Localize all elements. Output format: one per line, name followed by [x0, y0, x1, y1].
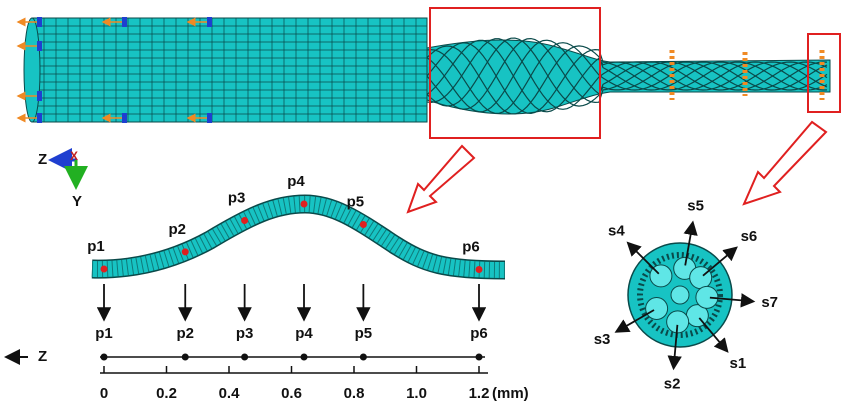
tick-label: 1.0	[406, 385, 427, 402]
section-arrow	[683, 220, 698, 266]
axis-point	[300, 353, 308, 361]
point-label: p4	[295, 325, 313, 342]
boundary-node	[122, 113, 127, 123]
point-label: p2	[168, 221, 186, 238]
axis-unit: (mm)	[492, 385, 529, 402]
point-dot	[241, 217, 249, 225]
point-label: p3	[236, 325, 254, 342]
section-label: s1	[730, 355, 747, 372]
section-arrow	[702, 246, 738, 277]
axis-point	[359, 353, 367, 361]
axis-point	[181, 353, 189, 361]
tick-label: 0.6	[281, 385, 302, 402]
tick-label: 1.2	[469, 385, 490, 402]
strand	[426, 45, 828, 115]
point-label: p6	[470, 325, 488, 342]
axis-point	[475, 353, 483, 361]
section-label: s2	[664, 376, 681, 393]
triad-z: Z	[38, 151, 47, 168]
triad-y: Y	[72, 193, 82, 210]
section-label: s5	[687, 197, 704, 214]
strand	[426, 39, 828, 113]
section-arrow	[709, 293, 756, 308]
wire	[666, 310, 690, 334]
axis-point	[100, 353, 108, 361]
strand	[426, 39, 828, 113]
core-wire	[670, 285, 690, 305]
point-label: p5	[347, 193, 365, 210]
section-label: s4	[608, 222, 625, 239]
boundary-node	[122, 17, 127, 27]
section-label: s3	[594, 331, 611, 348]
point-label: p4	[287, 173, 305, 190]
section-label: s6	[741, 228, 758, 245]
triad-x: X	[70, 149, 78, 163]
boundary-node	[207, 113, 212, 123]
wire	[695, 285, 719, 309]
tick-label: 0.2	[156, 385, 177, 402]
section-arrow	[698, 317, 729, 353]
axis-point	[241, 353, 249, 361]
boundary-node	[207, 17, 212, 27]
boundary-node	[37, 41, 42, 51]
point-label: p5	[355, 325, 373, 342]
section-arrow	[626, 241, 660, 275]
tick-label: 0.4	[219, 385, 241, 402]
point-label: p1	[87, 238, 105, 255]
point-label: p6	[462, 238, 480, 255]
point-label: p3	[228, 190, 246, 207]
boundary-node	[37, 17, 42, 27]
wire	[689, 266, 713, 290]
wire	[645, 297, 669, 320]
section-label: s7	[761, 294, 778, 311]
axis-direction: Z	[38, 348, 47, 365]
strand	[426, 37, 828, 107]
point-dot	[300, 200, 308, 208]
point-dot	[181, 248, 189, 256]
strand	[426, 37, 828, 110]
point-label: p2	[176, 325, 194, 342]
strand	[426, 42, 828, 115]
cable-model	[16, 7, 841, 214]
section-arrow	[614, 309, 655, 333]
point-dot	[475, 266, 483, 274]
section-arrow	[667, 324, 682, 371]
point-label: p1	[95, 325, 113, 342]
boundary-node	[37, 91, 42, 101]
tick-label: 0.8	[344, 385, 365, 402]
boundary-node	[37, 113, 42, 123]
point-dot	[359, 221, 367, 229]
point-dot	[100, 265, 108, 273]
tick-label: 0	[100, 385, 108, 402]
